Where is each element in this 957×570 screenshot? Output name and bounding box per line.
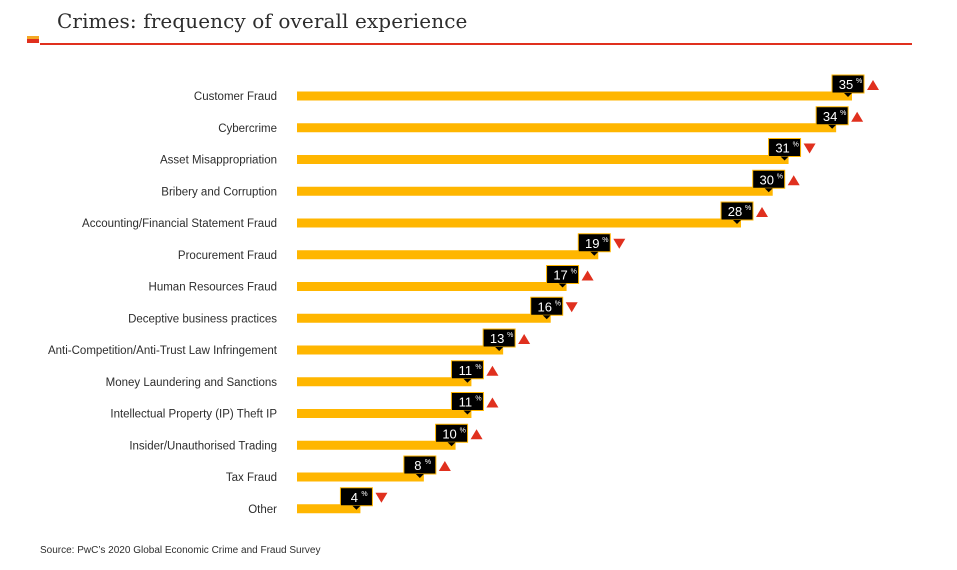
value-label: 28 bbox=[728, 204, 742, 219]
value-unit: % bbox=[777, 173, 783, 180]
value-label: 8 bbox=[414, 458, 421, 473]
callout-pointer bbox=[447, 442, 456, 447]
value-unit: % bbox=[602, 237, 608, 244]
value-label: 11 bbox=[459, 395, 473, 410]
trend-up-icon bbox=[438, 461, 451, 471]
value-unit: % bbox=[555, 300, 561, 307]
bar bbox=[297, 313, 551, 323]
category-label: Intellectual Property (IP) Theft IP bbox=[110, 409, 277, 421]
bar bbox=[297, 123, 837, 133]
trend-up-icon bbox=[518, 334, 531, 344]
category-label: Other bbox=[248, 504, 277, 516]
category-label: Bribery and Corruption bbox=[161, 186, 277, 198]
value-label: 4 bbox=[351, 490, 358, 505]
bar bbox=[297, 345, 504, 355]
value-label: 16 bbox=[537, 299, 551, 314]
trend-up-icon bbox=[486, 397, 499, 408]
value-unit: % bbox=[745, 205, 751, 212]
trend-up-icon bbox=[486, 365, 499, 376]
callout-pointer bbox=[828, 124, 837, 129]
value-label: 30 bbox=[759, 172, 773, 187]
trend-down-icon bbox=[803, 143, 816, 154]
trend-up-icon bbox=[867, 80, 879, 90]
trend-up-icon bbox=[470, 429, 483, 440]
trend-down-icon bbox=[613, 238, 626, 249]
category-label: Tax Fraud bbox=[226, 472, 277, 484]
bar bbox=[297, 472, 424, 482]
trend-up-icon bbox=[851, 111, 864, 122]
bar bbox=[297, 155, 789, 164]
brand-mark bbox=[27, 36, 39, 43]
value-label: 31 bbox=[775, 141, 789, 156]
value-label: 10 bbox=[442, 426, 456, 441]
value-unit: % bbox=[840, 110, 846, 117]
value-unit: % bbox=[571, 269, 577, 276]
bar bbox=[297, 186, 773, 196]
bar bbox=[297, 377, 472, 387]
value-unit: % bbox=[856, 78, 862, 85]
value-unit: % bbox=[475, 364, 481, 371]
bar bbox=[297, 91, 852, 101]
category-label: Money Laundering and Sanctions bbox=[106, 377, 278, 389]
callout-pointer bbox=[590, 251, 599, 256]
trend-down-icon bbox=[375, 492, 388, 503]
value-unit: % bbox=[475, 396, 481, 403]
value-label: 34 bbox=[823, 109, 837, 124]
callout-pointer bbox=[764, 188, 773, 193]
category-label: Human Resources Fraud bbox=[149, 282, 277, 294]
source-note: Source: PwC’s 2020 Global Economic Crime… bbox=[40, 545, 321, 556]
value-unit: % bbox=[361, 491, 367, 498]
bar bbox=[297, 409, 472, 418]
value-label: 35 bbox=[839, 77, 853, 92]
callout-pointer bbox=[415, 474, 424, 478]
title-rule bbox=[40, 43, 912, 45]
callout-pointer bbox=[352, 505, 361, 510]
bar bbox=[297, 250, 599, 260]
callout-pointer bbox=[780, 156, 789, 161]
bar bbox=[297, 282, 567, 291]
trend-up-icon bbox=[787, 175, 800, 186]
category-label: Customer Fraud bbox=[194, 91, 277, 103]
bar bbox=[297, 504, 361, 514]
category-label: Deceptive business practices bbox=[128, 313, 277, 325]
page-title: Crimes: frequency of overall experience bbox=[57, 9, 468, 33]
callout-pointer bbox=[495, 347, 504, 351]
callout-pointer bbox=[558, 283, 567, 288]
value-unit: % bbox=[425, 459, 431, 466]
category-label: Asset Misappropriation bbox=[160, 155, 277, 167]
value-unit: % bbox=[460, 427, 466, 434]
value-unit: % bbox=[793, 142, 799, 149]
trend-up-icon bbox=[581, 270, 594, 281]
category-label: Procurement Fraud bbox=[178, 250, 277, 262]
category-label: Insider/Unauthorised Trading bbox=[129, 440, 277, 452]
value-label: 19 bbox=[585, 236, 599, 251]
callout-pointer bbox=[844, 93, 852, 97]
value-label: 13 bbox=[490, 331, 504, 346]
bar bbox=[297, 440, 456, 450]
value-label: 11 bbox=[459, 363, 473, 378]
callout-pointer bbox=[542, 315, 551, 320]
value-label: 17 bbox=[553, 268, 567, 283]
category-label: Accounting/Financial Statement Fraud bbox=[82, 218, 277, 230]
bar bbox=[297, 218, 741, 228]
trend-down-icon bbox=[565, 302, 578, 313]
value-unit: % bbox=[507, 332, 513, 339]
callout-pointer bbox=[463, 378, 472, 383]
callout-pointer bbox=[463, 410, 472, 415]
category-label: Cybercrime bbox=[218, 123, 277, 135]
category-label: Anti-Competition/Anti-Trust Law Infringe… bbox=[48, 345, 278, 357]
callout-pointer bbox=[733, 220, 741, 224]
trend-up-icon bbox=[756, 207, 768, 217]
